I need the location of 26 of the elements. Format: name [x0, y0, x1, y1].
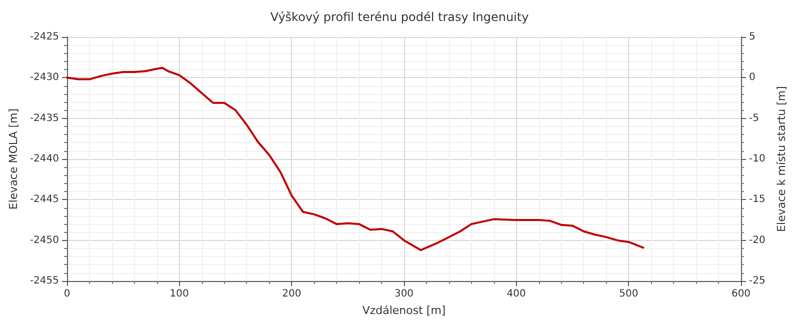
y2-tick-label: -20: [749, 234, 766, 246]
x-axis-title: Vzdálenost [m]: [362, 304, 446, 317]
y-axis-title: Elevace MOLA [m]: [7, 108, 20, 210]
y2-tick-label: -10: [749, 154, 766, 164]
y-tick-label: -2435: [30, 112, 59, 124]
x-tick-label: 0: [64, 288, 70, 300]
x-tick-label: 400: [506, 288, 526, 300]
y2-axis-title: Elevace k místu startu [m]: [775, 86, 788, 232]
line-series: [66, 66, 644, 252]
y-tick-label: -2445: [30, 194, 59, 206]
chart-title: Výškový profil terénu podél trasy Ingenuity: [270, 10, 529, 24]
x-tick-label: 600: [731, 288, 751, 300]
y2-tick-label: 0: [749, 72, 756, 84]
y-tick-label: -2425: [30, 32, 59, 42]
y-tick-label: -2440: [30, 154, 59, 164]
y2-tick-label: -25: [749, 276, 766, 286]
x-tick-label: 300: [394, 288, 414, 300]
x-tick-label: 100: [170, 288, 189, 300]
y2-tick-label: -5: [749, 112, 759, 124]
y2-tick-label: 5: [749, 32, 756, 42]
y2-tick-label: -15: [749, 194, 766, 206]
y-tick-label: -2450: [30, 234, 59, 246]
x-tick-label: 200: [282, 288, 302, 300]
y-tick-label: -2455: [30, 276, 59, 286]
y-tick-label: -2430: [30, 72, 59, 84]
x-tick-label: 500: [619, 288, 638, 300]
